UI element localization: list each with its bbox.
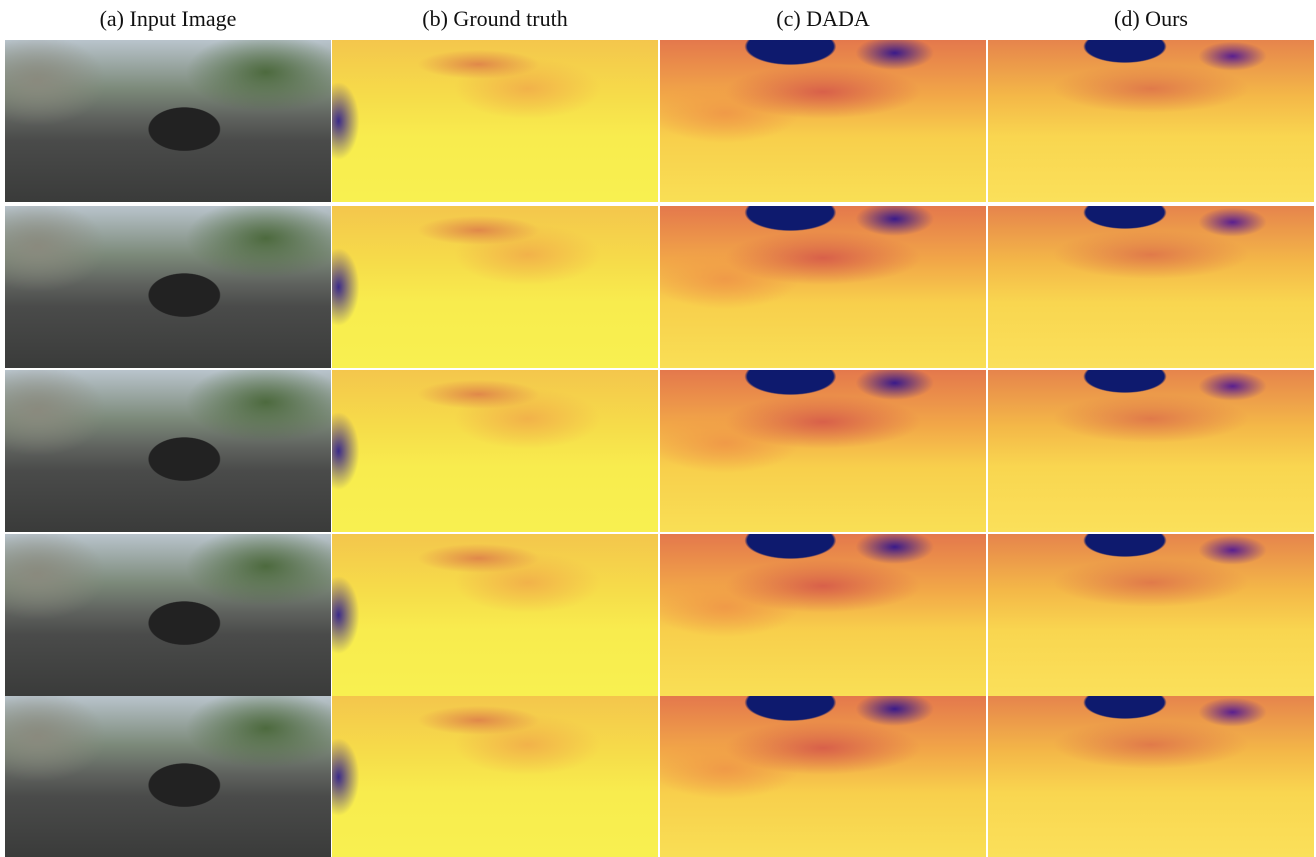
input-image — [5, 40, 331, 202]
input-image — [5, 206, 331, 368]
column-header: (c) DADA — [660, 6, 986, 32]
ground-truth-depth — [332, 370, 658, 532]
ours-depth — [988, 40, 1314, 202]
input-image — [5, 534, 331, 696]
ours-depth — [988, 206, 1314, 368]
dada-depth — [660, 370, 986, 532]
ours-depth — [988, 370, 1314, 532]
ground-truth-depth — [332, 696, 658, 857]
figure: (a) Input Image (b) Ground truth (c) DAD… — [0, 0, 1316, 857]
dada-depth — [660, 534, 986, 696]
ground-truth-depth — [332, 206, 658, 368]
ground-truth-depth — [332, 534, 658, 696]
dada-depth — [660, 696, 986, 857]
ours-depth — [988, 534, 1314, 696]
column-header: (b) Ground truth — [332, 6, 658, 32]
column-header: (a) Input Image — [5, 6, 331, 32]
input-image — [5, 370, 331, 532]
ground-truth-depth — [332, 40, 658, 202]
dada-depth — [660, 206, 986, 368]
input-image — [5, 696, 331, 857]
dada-depth — [660, 40, 986, 202]
ours-depth — [988, 696, 1314, 857]
column-header: (d) Ours — [988, 6, 1314, 32]
